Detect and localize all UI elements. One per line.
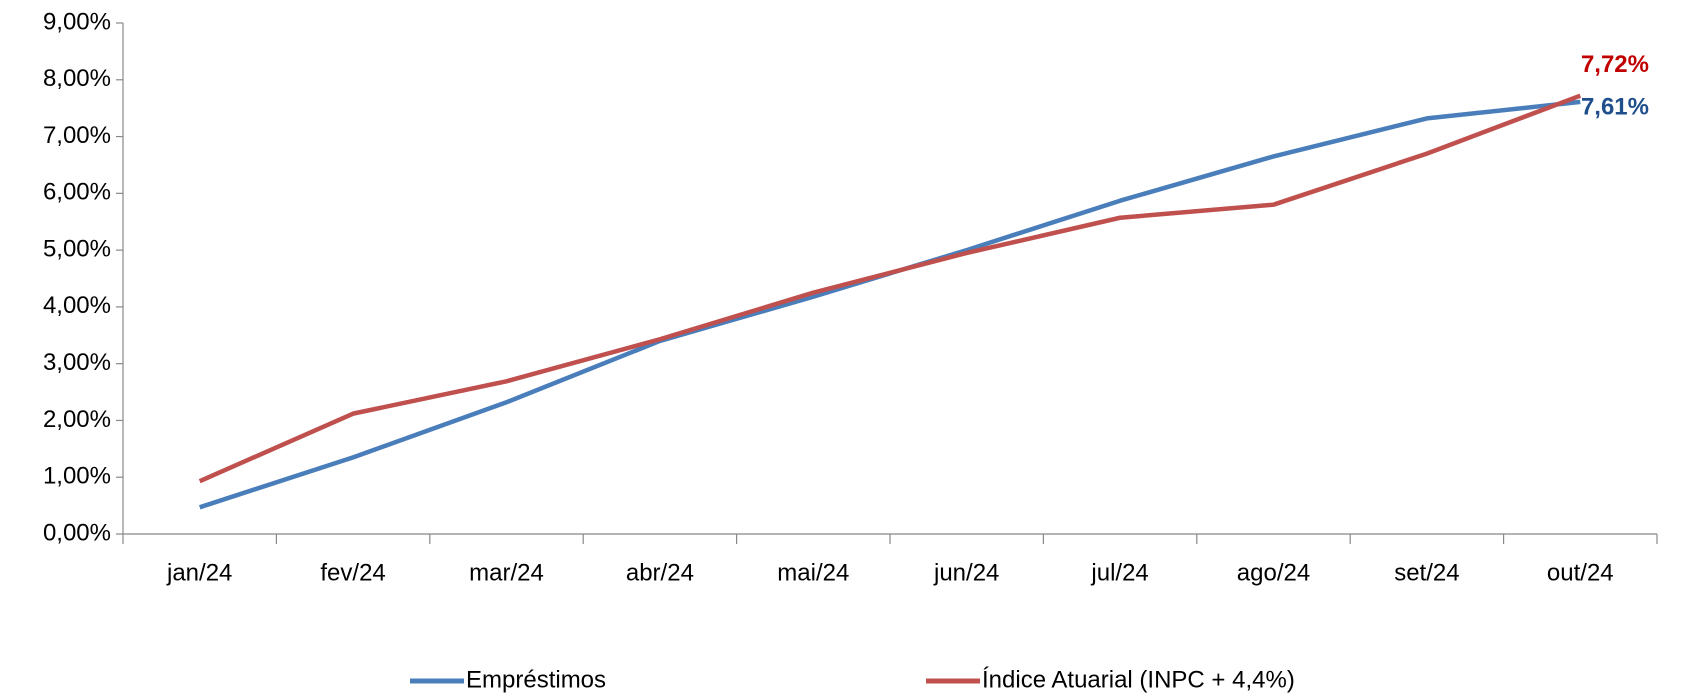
series-line [199,99,1581,510]
y-tick-label: 9,00% [43,8,111,35]
x-tick-label: out/24 [1547,559,1614,586]
y-tick-label: 2,00% [43,406,111,433]
x-tick-label: jun/24 [933,559,999,586]
y-tick-label: 7,00% [43,122,111,149]
y-tick-label: 3,00% [43,349,111,376]
x-tick-label: mai/24 [777,559,849,586]
y-tick-label: 1,00% [43,463,111,490]
series-line [198,93,1582,484]
legend-label: Índice Atuarial (INPC + 4,4%) [982,666,1295,693]
x-tick-label: jan/24 [166,559,232,586]
y-tick-label: 6,00% [43,179,111,206]
x-tick-label: abr/24 [626,559,694,586]
x-tick-label: jul/24 [1090,559,1148,586]
x-tick-label: set/24 [1394,559,1459,586]
y-tick-label: 8,00% [43,65,111,92]
x-tick-label: mar/24 [469,559,544,586]
x-tick-label: ago/24 [1237,559,1310,586]
y-tick-label: 4,00% [43,292,111,319]
value-label: 7,61% [1581,93,1649,120]
legend-label: Empréstimos [466,666,606,693]
x-tick-label: fev/24 [320,559,385,586]
y-tick-label: 0,00% [43,519,111,546]
y-tick-label: 5,00% [43,235,111,262]
value-label: 7,72% [1581,51,1649,78]
